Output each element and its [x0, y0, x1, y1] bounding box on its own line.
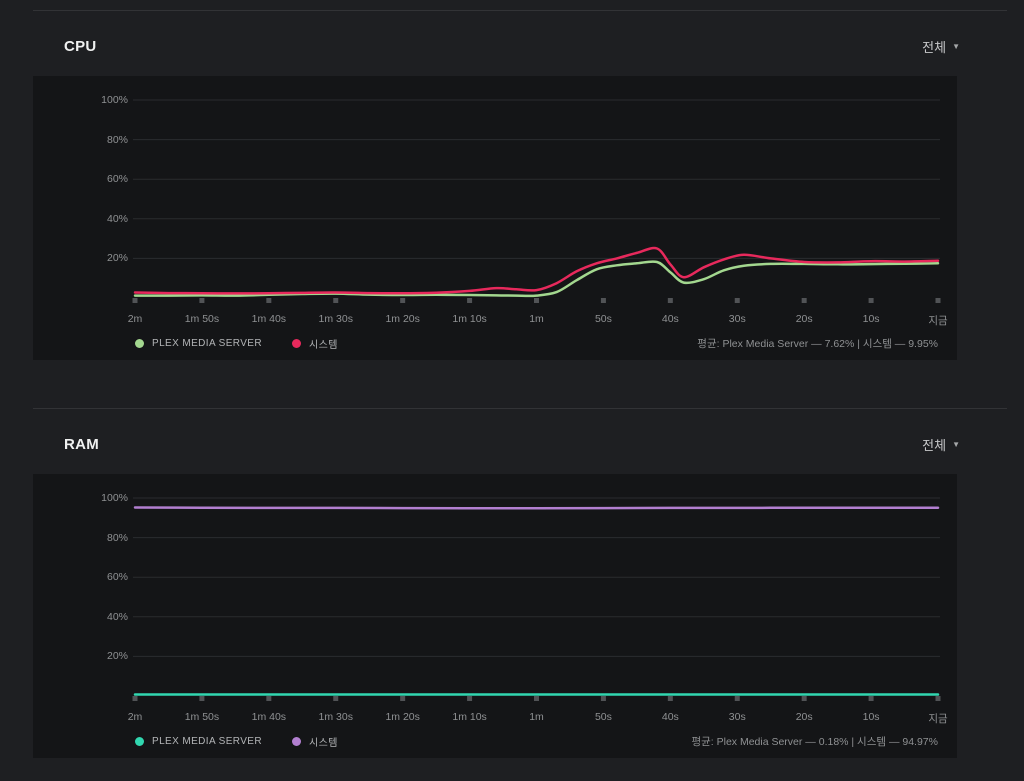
x-tick-mark [667, 298, 673, 303]
x-tick-mark [132, 696, 138, 701]
cpu-legend-label-plex: PLEX MEDIA SERVER [152, 337, 262, 349]
x-tick-mark [600, 298, 606, 303]
ram-usage-chart[interactable]: 100% 80% 60% 40% 20% 2m 1m 50s 1m 40s 1m 30s 1m 2… [33, 474, 957, 730]
x-tick-mark [199, 696, 205, 701]
chevron-down-icon: ▼ [952, 42, 960, 51]
x-tick-label: 지금 [928, 713, 948, 725]
x-tick-label: 1m 10s [452, 313, 487, 325]
cpu-section-header: CPU 전체 ▼ [64, 33, 960, 59]
ram-section-title: RAM [64, 435, 100, 453]
ram-range-dropdown[interactable]: 전체 ▼ [922, 435, 960, 454]
x-tick-mark [199, 298, 205, 303]
x-tick-mark [600, 696, 606, 701]
chart-canvas[interactable] [33, 76, 957, 308]
x-tick-mark [266, 298, 272, 303]
x-tick-mark [467, 298, 473, 303]
cpu-average-text: 평균: Plex Media Server — 7.62% | 시스템 — 9.… [697, 337, 938, 350]
x-tick-label: 1m [529, 313, 544, 325]
x-tick-mark [534, 696, 539, 701]
ram-legend-item-system[interactable]: 시스템 [292, 734, 338, 749]
x-tick-mark [801, 696, 807, 701]
legend-dot-plex-icon [135, 736, 144, 746]
x-tick-label: 1m [529, 711, 544, 723]
x-tick-label: 2m [127, 711, 143, 723]
cpu-usage-chart[interactable]: 100% 80% 60% 40% 20% 2m 1m 50s 1m 40s 1m 30s 1m 2… [33, 76, 957, 332]
x-tick-mark [868, 298, 874, 303]
series-line [133, 246, 940, 295]
x-tick-label: 10s [862, 711, 880, 723]
x-tick-mark [935, 696, 941, 701]
x-tick-mark [935, 298, 941, 303]
ram-legend-label-system: 시스템 [309, 737, 338, 749]
x-tick-mark [734, 298, 740, 303]
ram-panel: 100% 80% 60% 40% 20% 2m 1m 50s 1m 40s 1m 30s 1m 2… [33, 474, 957, 758]
y-tick-label: 100% [101, 492, 128, 504]
y-tick-label: 60% [106, 173, 128, 186]
ram-range-label: 전체 [922, 437, 947, 453]
ram-average-text: 평균: Plex Media Server — 0.18% | 시스템 — 94… [691, 735, 938, 748]
x-tick-label: 40s [661, 711, 679, 723]
ram-legend-row: PLEX MEDIA SERVER 시스템 평균: Plex Media Ser… [33, 730, 957, 758]
x-tick-mark [132, 298, 138, 303]
cpu-range-dropdown[interactable]: 전체 ▼ [922, 37, 960, 56]
chart-canvas[interactable] [33, 474, 957, 706]
x-tick-mark [734, 696, 740, 701]
x-tick-label: 1m 20s [385, 313, 420, 325]
cpu-panel: 100% 80% 60% 40% 20% 2m 1m 50s 1m 40s 1m 30s 1m 2… [33, 76, 957, 360]
x-tick-label: 1m 40s [251, 711, 287, 723]
y-tick-label: 80% [106, 531, 128, 544]
x-tick-label: 50s [594, 711, 612, 723]
x-tick-label: 1m 30s [318, 313, 353, 325]
x-tick-label: 30s [728, 313, 746, 325]
x-tick-mark [667, 696, 673, 701]
cpu-legend-item-plex[interactable]: PLEX MEDIA SERVER [135, 338, 262, 349]
y-tick-label: 60% [106, 571, 128, 584]
x-tick-mark [400, 298, 406, 303]
x-tick-mark [534, 298, 539, 303]
x-tick-mark [801, 298, 807, 303]
x-tick-label: 2m [127, 313, 143, 325]
x-tick-mark [266, 696, 272, 701]
legend-dot-system-icon [292, 338, 301, 348]
legend-dot-plex-icon [135, 338, 144, 348]
x-tick-label: 10s [862, 313, 880, 325]
y-tick-label: 40% [106, 610, 128, 623]
y-tick-label: 20% [106, 252, 128, 265]
top-divider [33, 10, 1007, 11]
y-tick-label: 20% [106, 650, 128, 663]
x-tick-mark [333, 298, 339, 303]
x-tick-label: 20s [795, 711, 813, 723]
x-tick-mark [467, 696, 473, 701]
x-tick-label: 30s [728, 711, 746, 723]
x-tick-label: 1m 50s [184, 711, 220, 723]
x-tick-label: 1m 50s [184, 313, 220, 325]
x-tick-label: 1m 10s [452, 711, 487, 723]
ram-legend-label-plex: PLEX MEDIA SERVER [152, 735, 262, 747]
series-line [133, 506, 940, 510]
cpu-legend-row: PLEX MEDIA SERVER 시스템 평균: Plex Media Ser… [33, 332, 957, 360]
x-tick-mark [868, 696, 874, 701]
legend-dot-system-icon [292, 736, 301, 746]
cpu-section-title: CPU [64, 37, 97, 55]
x-tick-mark [400, 696, 406, 701]
x-tick-mark [333, 696, 339, 701]
x-tick-label: 50s [594, 313, 612, 325]
x-tick-label: 1m 40s [251, 313, 287, 325]
x-tick-label: 40s [661, 313, 679, 325]
y-tick-label: 80% [106, 133, 128, 146]
cpu-legend-item-system[interactable]: 시스템 [292, 336, 338, 351]
cpu-range-label: 전체 [922, 39, 947, 55]
x-tick-label: 1m 20s [385, 711, 420, 723]
x-tick-label: 지금 [928, 315, 948, 327]
section-divider [33, 408, 1007, 409]
chevron-down-icon: ▼ [952, 440, 960, 449]
cpu-legend-label-system: 시스템 [309, 339, 338, 351]
x-tick-label: 20s [795, 313, 813, 325]
y-tick-label: 100% [101, 94, 128, 106]
y-tick-label: 40% [106, 212, 128, 225]
ram-legend-item-plex[interactable]: PLEX MEDIA SERVER [135, 736, 262, 747]
x-tick-label: 1m 30s [318, 711, 353, 723]
ram-section-header: RAM 전체 ▼ [64, 431, 960, 457]
